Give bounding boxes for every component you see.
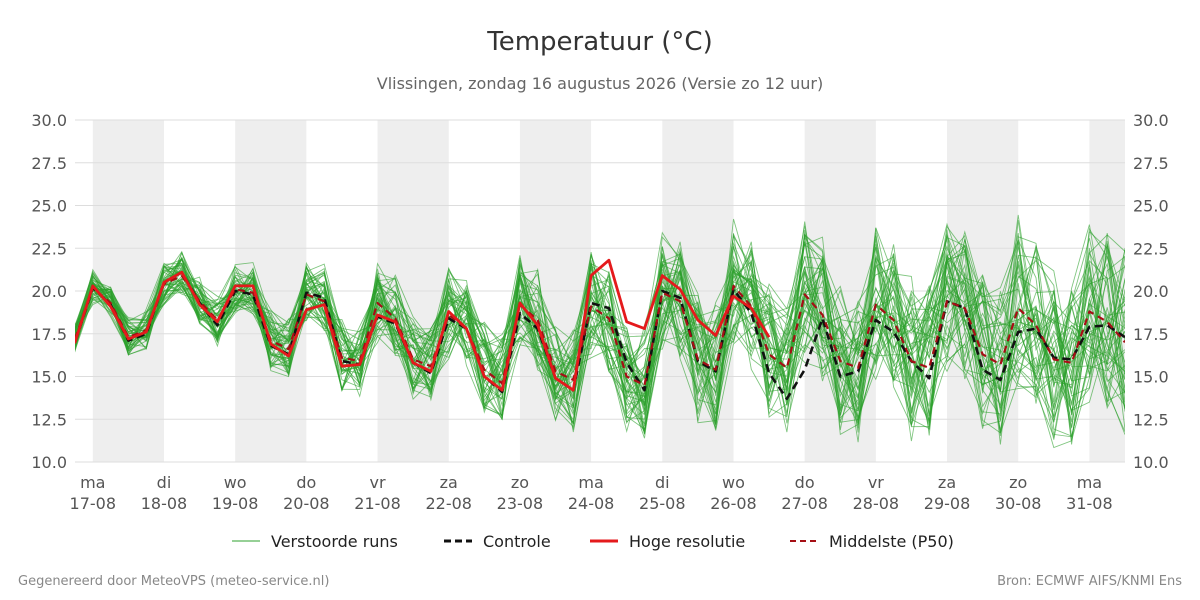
x-tick-day: do (795, 473, 815, 492)
y-tick-label-left: 22.5 (31, 239, 67, 258)
x-tick-day: ma (80, 473, 105, 492)
y-tick-label-right: 17.5 (1133, 325, 1169, 344)
y-tick-label-left: 30.0 (31, 111, 67, 130)
x-tick-date: 20-08 (283, 494, 330, 513)
x-tick-day: vr (370, 473, 386, 492)
legend: Verstoorde runs Controle Hoge resolutie … (232, 532, 954, 551)
x-tick-date: 24-08 (568, 494, 615, 513)
ensemble-member-line (75, 224, 1125, 425)
hires-line (75, 258, 771, 392)
x-tick-day: di (655, 473, 670, 492)
ensemble-member-line (75, 247, 1125, 435)
y-tick-label-left: 15.0 (31, 368, 67, 387)
main-series (75, 258, 1125, 401)
x-tick-date: 22-08 (425, 494, 472, 513)
ensemble-member-line (75, 221, 1125, 413)
x-tick-date: 30-08 (995, 494, 1042, 513)
x-tick-date: 31-08 (1066, 494, 1113, 513)
x-tick-day: ma (578, 473, 603, 492)
x-tick-day: wo (224, 473, 247, 492)
x-tick-date: 23-08 (497, 494, 544, 513)
x-tick-date: 18-08 (141, 494, 188, 513)
x-tick-day: zo (1009, 473, 1027, 492)
y-tick-label-left: 20.0 (31, 282, 67, 301)
legend-control-label: Controle (483, 532, 551, 551)
y-tick-label-left: 10.0 (31, 453, 67, 472)
x-axis-ticks: ma 17-08 di 18-08 wo 19-08 do 20-08 vr 21-08 za 22-… (70, 473, 1113, 513)
footer-generated-by: Gegenereerd door MeteoVPS (meteo-service… (18, 574, 329, 589)
x-tick-day: di (157, 473, 172, 492)
ensemble-member-line (75, 232, 1125, 438)
x-tick-date: 27-08 (781, 494, 828, 513)
x-tick-date: 28-08 (853, 494, 900, 513)
x-tick-day: zo (511, 473, 529, 492)
chart-title: Temperatuur (°C) (486, 27, 712, 57)
x-tick-day: vr (868, 473, 884, 492)
y-tick-label-left: 27.5 (31, 154, 67, 173)
x-tick-date: 17-08 (70, 494, 117, 513)
x-tick-day: do (296, 473, 316, 492)
y-tick-label-right: 22.5 (1133, 239, 1169, 258)
x-tick-day: za (440, 473, 458, 492)
y-tick-label-right: 25.0 (1133, 197, 1169, 216)
y-tick-label-right: 12.5 (1133, 410, 1169, 429)
x-tick-date: 25-08 (639, 494, 686, 513)
chart-subtitle: Vlissingen, zondag 16 augustus 2026 (Ver… (377, 74, 824, 93)
y-tick-label-right: 30.0 (1133, 111, 1169, 130)
legend-ensemble-label: Verstoorde runs (271, 532, 398, 551)
ensemble-member-line (75, 233, 1125, 434)
legend-hires-label: Hoge resolutie (629, 532, 745, 551)
y-tick-label-right: 15.0 (1133, 368, 1169, 387)
y-tick-label-left: 12.5 (31, 410, 67, 429)
x-tick-day: ma (1077, 473, 1102, 492)
y-tick-label-right: 27.5 (1133, 154, 1169, 173)
x-tick-day: za (938, 473, 956, 492)
y-tick-label-left: 17.5 (31, 325, 67, 344)
footer-source: Bron: ECMWF AIFS/KNMI Ens (997, 574, 1182, 589)
x-tick-date: 19-08 (212, 494, 259, 513)
y-tick-label-right: 20.0 (1133, 282, 1169, 301)
y-tick-label-left: 25.0 (31, 197, 67, 216)
x-tick-day: wo (722, 473, 745, 492)
ensemble-member-line (75, 272, 1125, 449)
legend-median-label: Middelste (P50) (829, 532, 954, 551)
y-axis-ticks: 10.0 10.0 12.5 12.5 15.0 15.0 17.5 17.5 20.0 20.0… (31, 111, 1168, 472)
y-tick-label-right: 10.0 (1133, 453, 1169, 472)
ensemble-member-line (75, 239, 1125, 434)
x-tick-date: 21-08 (354, 494, 401, 513)
x-tick-date: 26-08 (710, 494, 757, 513)
x-tick-date: 29-08 (924, 494, 971, 513)
